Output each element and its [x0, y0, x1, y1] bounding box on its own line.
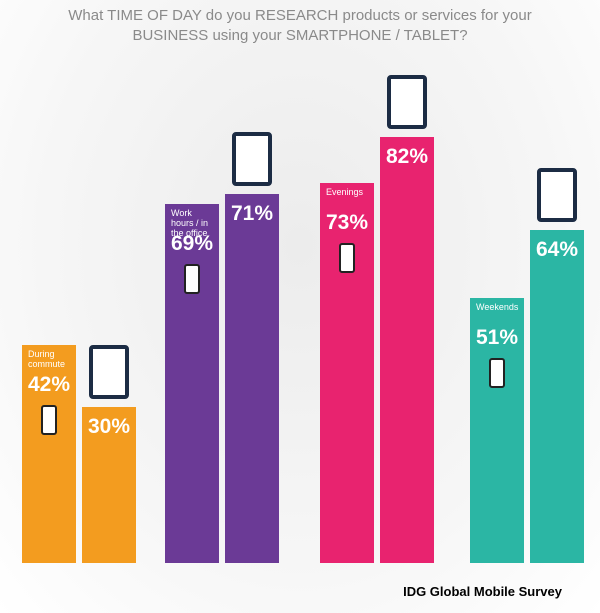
value-label: 42% — [27, 372, 71, 396]
phone-icon — [41, 404, 57, 435]
bar: During commute 42% — [22, 344, 76, 563]
bar: 64% — [530, 230, 584, 563]
bar: 82% — [380, 136, 434, 563]
tablet-icon — [89, 345, 129, 399]
value-label: 51% — [475, 325, 519, 349]
category-label: Work hours / in the office — [171, 208, 209, 239]
value-label: 82% — [385, 144, 429, 168]
phone-icon — [184, 264, 200, 295]
value-label: 69% — [170, 232, 214, 256]
category-label: Weekends — [476, 301, 519, 312]
category-label: During commute — [28, 348, 66, 369]
bar: Weekends 51% — [470, 297, 524, 563]
source: IDG Global Mobile Survey — [403, 584, 562, 599]
value-label: 30% — [87, 415, 131, 438]
value-label: 73% — [325, 211, 369, 235]
chart-title: What TIME OF DAY do you RESEARCH product… — [68, 7, 532, 44]
tablet-icon — [387, 74, 427, 129]
bar: 30% — [82, 407, 136, 563]
bar: Work hours / in the office 69% — [165, 204, 219, 563]
phone-icon — [489, 357, 505, 388]
tablet-icon — [537, 168, 577, 223]
tablet-icon — [232, 131, 272, 186]
value-label: 64% — [535, 238, 579, 262]
phone-icon — [339, 243, 355, 274]
bar: Evenings 73% — [320, 183, 374, 563]
category-label: Evenings — [326, 187, 364, 198]
value-label: 71% — [230, 201, 274, 225]
bar: 71% — [225, 193, 279, 563]
